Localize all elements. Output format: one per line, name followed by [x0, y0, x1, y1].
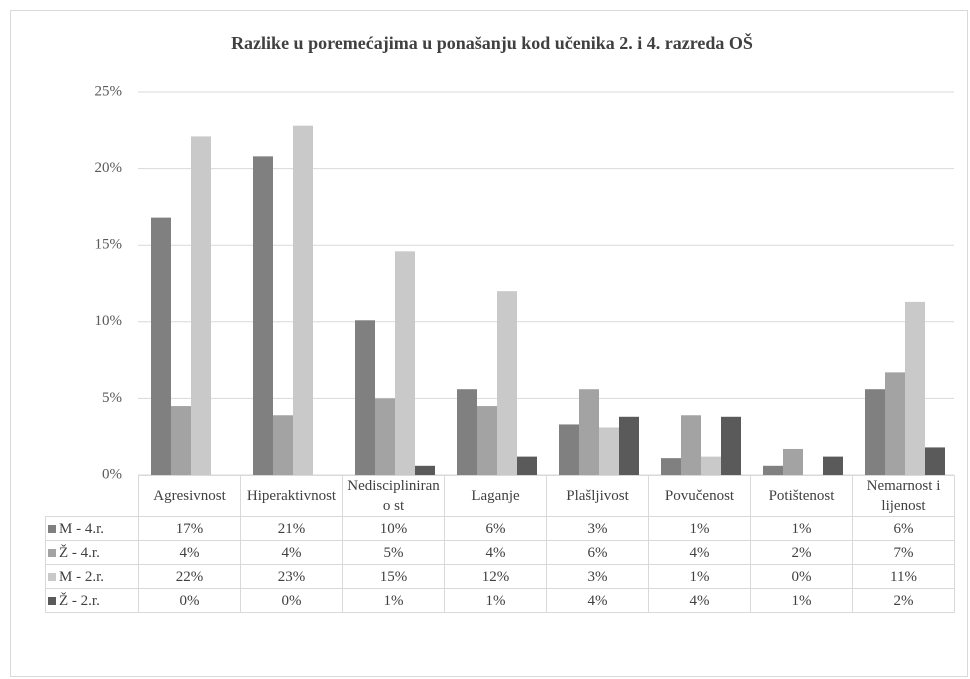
value-label: 11%: [852, 564, 955, 589]
value-label: 22%: [138, 564, 241, 589]
value-label: 1%: [648, 564, 751, 589]
category-label: Nedisciplinirano st: [342, 475, 445, 517]
value-label: 4%: [138, 540, 241, 565]
bar: [661, 458, 681, 475]
value-label: 4%: [444, 540, 547, 565]
bar: [171, 406, 191, 475]
value-label: 3%: [546, 564, 649, 589]
bar: [273, 415, 293, 475]
series-row: Ž - 4.r. 4% 4% 5% 4% 6% 4% 2% 7%: [45, 540, 955, 565]
value-label: 4%: [240, 540, 343, 565]
legend-entry: M - 4.r.: [45, 516, 139, 541]
value-label: 1%: [444, 588, 547, 613]
value-label: 23%: [240, 564, 343, 589]
value-label: 5%: [342, 540, 445, 565]
bar: [415, 465, 435, 475]
value-label: 15%: [342, 564, 445, 589]
y-tick-label: 15%: [95, 237, 123, 253]
legend-entry: M - 2.r.: [45, 564, 139, 589]
value-label: 1%: [342, 588, 445, 613]
y-tick-label: 10%: [95, 313, 123, 329]
corner: [45, 475, 139, 517]
category-label: Nemarnost i lijenost: [852, 475, 955, 517]
legend-key: [48, 572, 56, 581]
value-label: 1%: [648, 516, 751, 541]
legend-entry: Ž - 2.r.: [45, 588, 139, 613]
value-label: 2%: [852, 588, 955, 613]
legend-entry: Ž - 4.r.: [45, 540, 139, 565]
value-label: 6%: [444, 516, 547, 541]
value-label: 0%: [138, 588, 241, 613]
legend-key: [48, 548, 56, 557]
value-label: 0%: [750, 564, 853, 589]
value-label: 10%: [342, 516, 445, 541]
chart-border: [10, 10, 968, 677]
bar: [559, 424, 579, 475]
chart-title: Razlike u poremećajima u ponašanju kod u…: [231, 32, 753, 53]
bar: [253, 156, 273, 475]
bar: [885, 372, 905, 475]
value-label: 17%: [138, 516, 241, 541]
bar: [823, 456, 843, 475]
header-row: Agresivnost Hiperaktivnost Nediscipliniran…: [45, 475, 955, 517]
value-label: 3%: [546, 516, 649, 541]
value-label: 0%: [240, 588, 343, 613]
bar: [151, 217, 171, 475]
series-row: M - 2.r. 22% 23% 15% 12% 3% 1% 0% 11%: [45, 564, 955, 589]
bar: [619, 416, 639, 475]
bar: [925, 447, 945, 475]
legend-key: [48, 524, 56, 533]
value-label: 21%: [240, 516, 343, 541]
bar: [477, 406, 497, 475]
series-row: Ž - 2.r. 0% 0% 1% 1% 4% 4% 1% 2%: [45, 588, 955, 613]
bar: [865, 389, 885, 475]
category-label: Potištenost: [750, 475, 853, 517]
bar: [721, 416, 741, 475]
bar: [375, 398, 395, 475]
category-label: Plašljivost: [546, 475, 649, 517]
bar: [905, 301, 925, 475]
legend-label: M - 2.r.: [59, 568, 104, 585]
bar: [599, 427, 619, 475]
bar: [783, 448, 803, 475]
y-tick-label: 20%: [95, 160, 123, 176]
legend-key: [48, 596, 56, 605]
value-label: 6%: [852, 516, 955, 541]
legend-label: Ž - 4.r.: [59, 544, 100, 561]
bar: [497, 291, 517, 475]
category-label: Hiperaktivnost: [240, 475, 343, 517]
data-table: Agresivnost Hiperaktivnost Nediscipliniran…: [45, 475, 955, 613]
value-label: 4%: [648, 588, 751, 613]
bar: [355, 320, 375, 475]
value-label: 2%: [750, 540, 853, 565]
series-row: M - 4.r. 17% 21% 10% 6% 3% 1% 1% 6%: [45, 516, 955, 541]
category-label: Agresivnost: [138, 475, 241, 517]
value-label: 4%: [546, 588, 649, 613]
category-label: Laganje: [444, 475, 547, 517]
bar: [763, 465, 783, 475]
bar: [517, 456, 537, 475]
bar: [457, 389, 477, 475]
value-label: 1%: [750, 516, 853, 541]
bar: [701, 456, 721, 475]
bar: [579, 389, 599, 475]
bar: [681, 415, 701, 475]
y-tick-label: 5%: [102, 390, 122, 406]
bar: [395, 251, 415, 475]
value-label: 1%: [750, 588, 853, 613]
legend-label: Ž - 2.r.: [59, 592, 100, 609]
value-label: 6%: [546, 540, 649, 565]
category-label: Povučenost: [648, 475, 751, 517]
y-tick-label: 25%: [95, 83, 123, 99]
value-label: 12%: [444, 564, 547, 589]
legend-label: M - 4.r.: [59, 520, 104, 537]
value-label: 7%: [852, 540, 955, 565]
bar: [191, 136, 211, 476]
value-label: 4%: [648, 540, 751, 565]
bar: [293, 125, 313, 475]
